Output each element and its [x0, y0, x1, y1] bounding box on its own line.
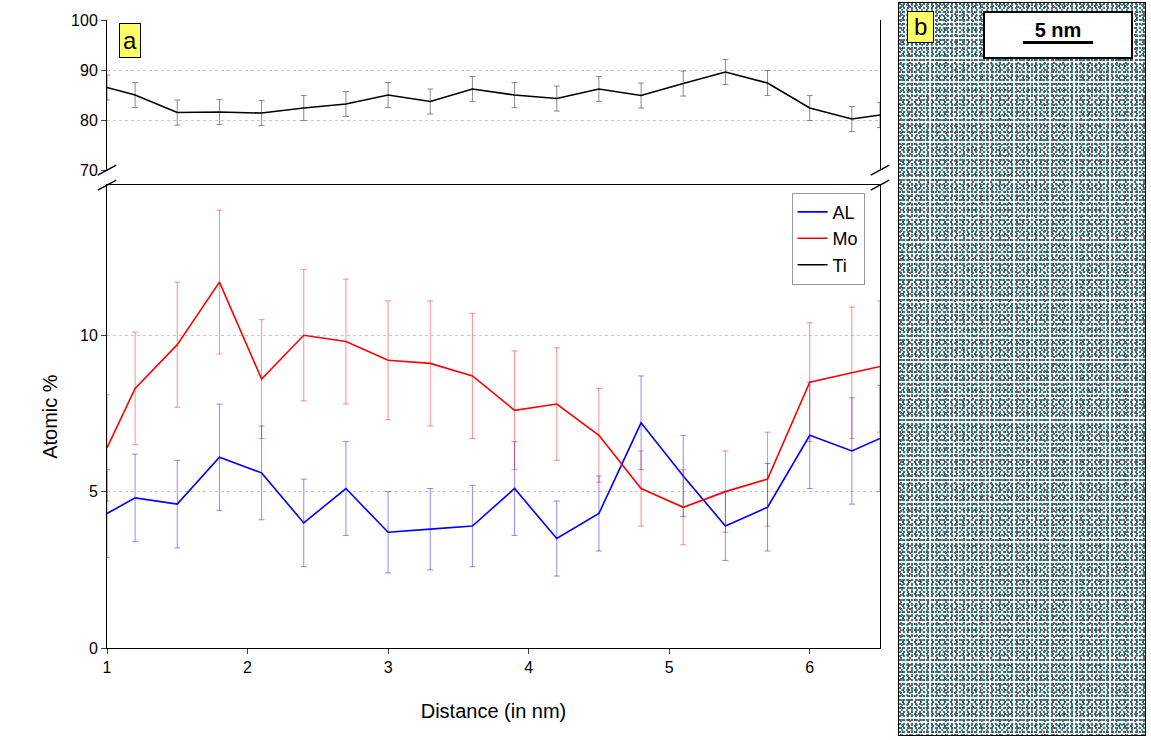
svg-text:Distance (in nm): Distance (in nm)	[421, 700, 567, 722]
svg-text:6: 6	[805, 659, 814, 676]
svg-text:Atomic %: Atomic %	[39, 374, 61, 459]
svg-text:0: 0	[89, 640, 98, 657]
svg-text:70: 70	[80, 162, 98, 179]
svg-text:100: 100	[71, 12, 98, 29]
svg-text:5: 5	[89, 483, 98, 500]
svg-text:90: 90	[80, 62, 98, 79]
html-text:5 nm: 5 nm	[1034, 19, 1082, 41]
svg-text:1: 1	[103, 659, 112, 676]
html-text:b: b	[914, 13, 928, 40]
svg-text:80: 80	[80, 112, 98, 129]
svg-text:Ti: Ti	[833, 256, 847, 276]
svg-text:10: 10	[80, 327, 98, 344]
svg-text:2: 2	[243, 659, 252, 676]
svg-text:5: 5	[665, 659, 674, 676]
svg-text:a: a	[123, 27, 137, 54]
svg-text:3: 3	[384, 659, 393, 676]
svg-text:Mo: Mo	[833, 229, 858, 249]
svg-text:4: 4	[524, 659, 533, 676]
svg-text:AL: AL	[833, 203, 855, 223]
